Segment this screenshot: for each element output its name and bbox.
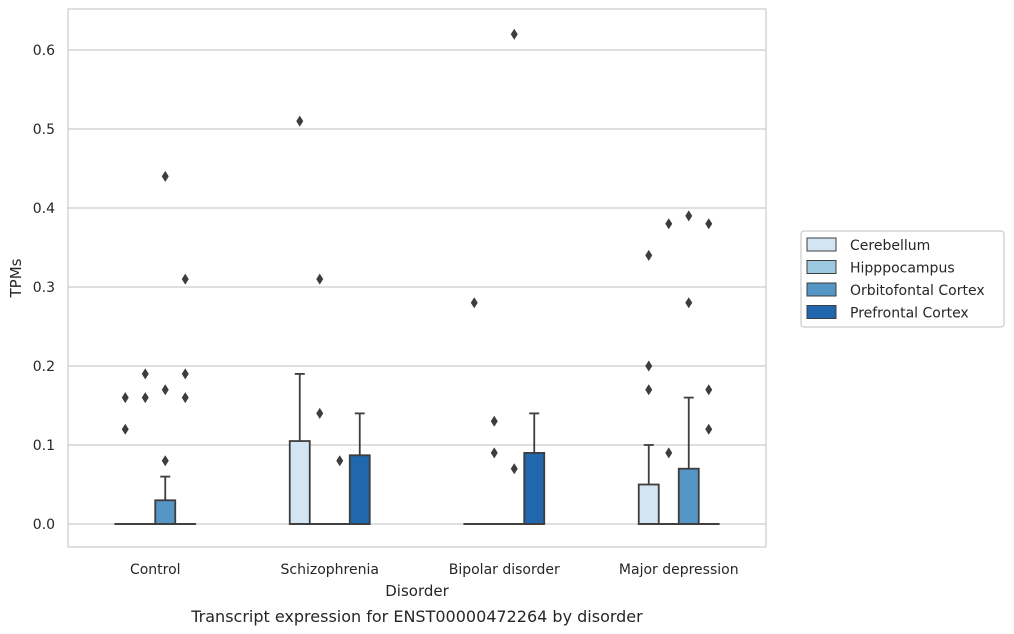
outlier-point xyxy=(181,273,189,285)
x-tick-label: Control xyxy=(130,562,181,578)
outlier-point xyxy=(316,273,324,285)
outlier-point xyxy=(470,297,478,309)
y-tick-label: 0.6 xyxy=(33,43,55,59)
outlier-point xyxy=(181,392,189,404)
box-group xyxy=(114,372,720,525)
outlier-point xyxy=(161,384,169,396)
legend: Cerebellum Hipppocampus Orbitofontal Corte… xyxy=(800,230,1005,328)
legend-label: Prefrontal Cortex xyxy=(850,306,969,322)
y-tick-label: 0.3 xyxy=(33,280,55,296)
legend-swatch xyxy=(806,305,837,319)
legend-label: Orbitofontal Cortex xyxy=(850,283,985,299)
x-tick-label: Major depression xyxy=(619,562,739,578)
legend-swatch xyxy=(806,260,837,274)
outlier-points xyxy=(121,28,713,475)
box xyxy=(677,467,700,525)
plot-frame xyxy=(67,8,767,548)
outlier-point xyxy=(141,392,149,404)
x-tick-label: Bipolar disorder xyxy=(449,562,560,578)
y-tick-label: 0.4 xyxy=(33,201,55,217)
y-tick-label: 0.0 xyxy=(33,517,55,533)
outlier-point xyxy=(705,423,713,435)
outlier-point xyxy=(705,384,713,396)
outlier-point xyxy=(645,249,653,261)
outlier-point xyxy=(645,360,653,372)
y-axis-label: TPMs xyxy=(7,258,25,298)
outlier-point xyxy=(141,368,149,380)
y-tick-label: 0.5 xyxy=(33,122,55,138)
outlier-point xyxy=(336,455,344,467)
outlier-point xyxy=(685,210,693,222)
y-tick-labels: 0.0 0.1 0.2 0.3 0.4 0.5 0.6 xyxy=(33,43,55,533)
grid-lines xyxy=(68,49,766,525)
outlier-point xyxy=(510,463,518,475)
y-tick-label: 0.1 xyxy=(33,438,55,454)
outlier-point xyxy=(665,447,673,459)
legend-frame xyxy=(800,230,1005,328)
outlier-point xyxy=(665,218,673,230)
outlier-point xyxy=(490,447,498,459)
box xyxy=(523,451,546,525)
outlier-point xyxy=(316,407,324,419)
y-tick-label: 0.2 xyxy=(33,359,55,375)
outlier-point xyxy=(490,415,498,427)
outlier-point xyxy=(645,384,653,396)
outlier-point xyxy=(121,423,129,435)
outlier-point xyxy=(161,170,169,182)
outlier-point xyxy=(705,218,713,230)
outlier-point xyxy=(161,455,169,467)
box xyxy=(637,483,660,525)
chart-caption: Transcript expression for ENST0000047226… xyxy=(190,607,643,626)
outlier-point xyxy=(181,368,189,380)
box xyxy=(288,440,311,525)
box xyxy=(154,499,177,525)
outlier-point xyxy=(685,297,693,309)
box xyxy=(348,454,371,525)
legend-label: Cerebellum xyxy=(850,238,930,254)
x-tick-labels: Control Schizophrenia Bipolar disorder Majo… xyxy=(130,562,739,578)
outlier-point xyxy=(121,392,129,404)
legend-swatch xyxy=(806,237,837,252)
outlier-point xyxy=(296,115,304,127)
outlier-point xyxy=(510,28,518,40)
legend-label: Hipppocampus xyxy=(850,261,955,277)
legend-swatch xyxy=(806,282,837,297)
x-tick-label: Schizophrenia xyxy=(281,562,379,578)
x-axis-label: Disorder xyxy=(385,582,449,600)
